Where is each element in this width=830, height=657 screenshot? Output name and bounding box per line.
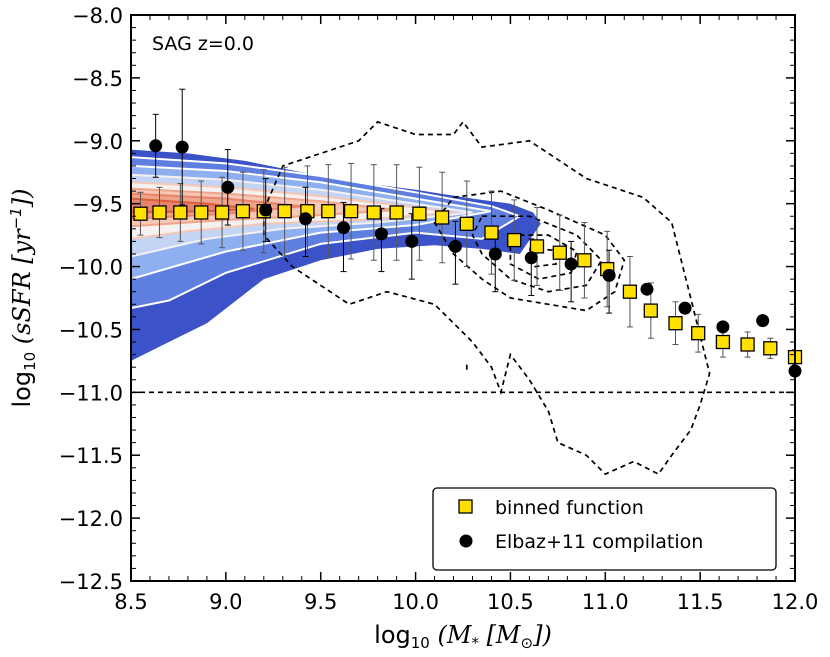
- binned-point: [763, 341, 778, 356]
- elbaz-point: [488, 247, 502, 261]
- binned-point: [740, 337, 755, 352]
- binned-point: [691, 326, 706, 341]
- y-tick-label: −11.0: [59, 381, 123, 405]
- binned-point: [434, 210, 450, 225]
- elbaz-point: [149, 139, 163, 153]
- y-tick-label: −9.0: [72, 130, 123, 154]
- legend-marker-elbaz-compilation: [459, 534, 473, 548]
- binned-point: [459, 216, 474, 231]
- y-tick-label: −8.5: [72, 67, 123, 91]
- elbaz-point: [678, 301, 692, 315]
- y-tick-label: −12.0: [59, 507, 123, 531]
- tick-layer: 8.5 9.0 9.5 10.0 10.5 11.0 11.5 12.0 −12.5 −12.0 −…: [59, 4, 819, 614]
- observed-contour-2: [433, 190, 626, 312]
- elbaz-point: [374, 227, 388, 241]
- plot-background: [131, 15, 795, 581]
- elbaz-point: [602, 268, 616, 282]
- x-tick-label: 10.5: [487, 590, 534, 614]
- binned-point: [235, 204, 251, 219]
- binned-point: [643, 303, 658, 318]
- y-tick-label: −12.5: [59, 570, 123, 594]
- y-axis-title: log10 (sSFR [yr−1]): [7, 188, 39, 407]
- binned-point: [366, 205, 381, 220]
- binned-point: [622, 284, 638, 299]
- legend-label-elbaz-compilation: Elbaz+11 compilation: [495, 531, 703, 553]
- binned-point: [577, 253, 592, 268]
- binned-point: [214, 205, 230, 220]
- y-tick-label: −8.0: [72, 4, 123, 28]
- x-tick-label: 11.5: [677, 590, 724, 614]
- elbaz-point: [564, 257, 578, 271]
- binned-point: [715, 334, 731, 350]
- y-tick-label: −9.5: [72, 193, 123, 217]
- binned-point: [194, 205, 209, 220]
- binned-point: [484, 225, 499, 240]
- binned-point: [343, 204, 359, 219]
- binned-point: [529, 239, 545, 254]
- annotation-label: SAG z=0.0: [152, 33, 254, 55]
- y-tick-label: −10.5: [59, 318, 123, 342]
- observed-contour-1: [262, 120, 711, 476]
- elbaz-point: [405, 234, 419, 248]
- binned-point: [552, 245, 567, 260]
- marker-layer: [133, 139, 803, 378]
- binned-point: [152, 205, 167, 220]
- legend-marker-binned-function: [458, 499, 473, 514]
- legend: binned function Elbaz+11 compilation: [432, 487, 777, 571]
- binned-point: [389, 205, 404, 220]
- elbaz-point: [221, 180, 235, 194]
- elbaz-point: [259, 203, 273, 217]
- elbaz-point: [716, 320, 730, 334]
- binned-point: [133, 206, 148, 221]
- plot-frame: [130, 14, 796, 582]
- binned-point: [173, 205, 188, 220]
- elbaz-point: [337, 221, 350, 235]
- x-tick-label: 12.0: [772, 590, 819, 614]
- legend-box: [432, 487, 777, 571]
- x-tick-label: 10.0: [392, 590, 439, 614]
- observed-contour-3: [471, 215, 603, 293]
- binned-point: [412, 206, 427, 221]
- x-tick-label: 9.5: [304, 590, 337, 614]
- elbaz-point: [756, 314, 770, 328]
- legend-label-binned-function: binned function: [495, 497, 644, 519]
- x-axis-title: log10 (M* [M⊙]): [374, 621, 552, 652]
- binned-point: [507, 232, 522, 248]
- elbaz-point: [640, 282, 654, 296]
- elbaz-point: [175, 140, 189, 154]
- elbaz-point: [448, 239, 462, 253]
- x-tick-label: 11.0: [582, 590, 629, 614]
- x-tick-label: 8.5: [114, 590, 147, 614]
- x-tick-label: 9.0: [209, 590, 242, 614]
- binned-point: [277, 204, 292, 219]
- elbaz-point: [524, 251, 538, 265]
- binned-point: [321, 204, 336, 219]
- y-tick-label: −10.0: [59, 256, 123, 280]
- binned-point: [668, 316, 683, 331]
- y-tick-label: −11.5: [59, 444, 123, 468]
- elbaz-point: [299, 212, 312, 226]
